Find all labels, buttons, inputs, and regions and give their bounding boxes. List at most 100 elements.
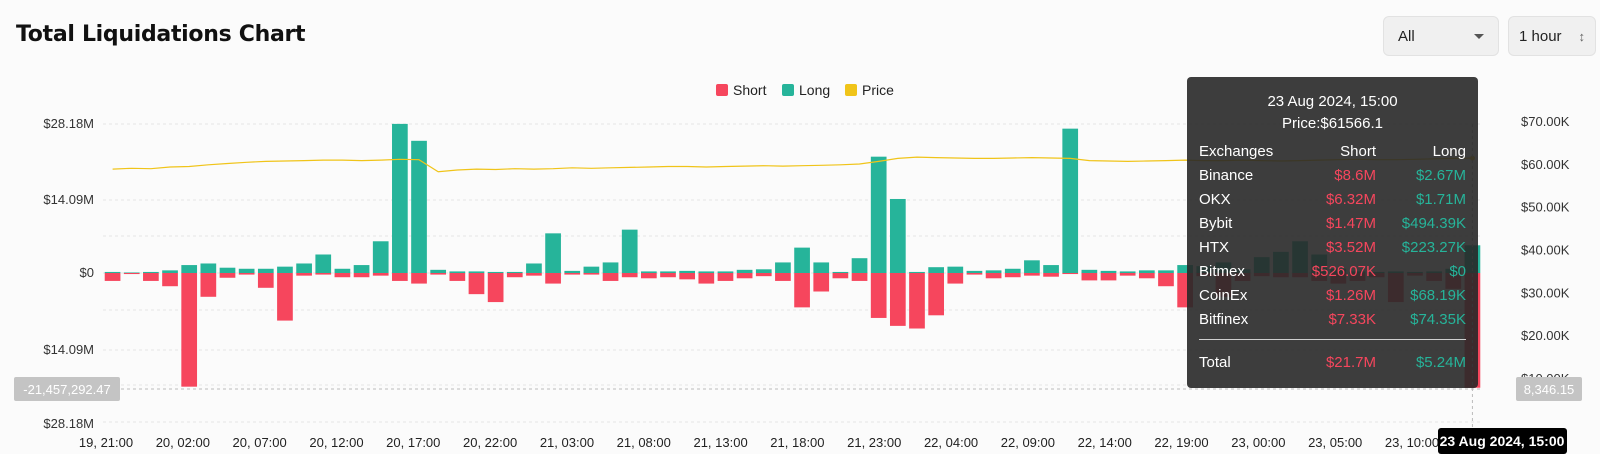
tooltip-exchange-name: OKX — [1199, 190, 1231, 208]
legend-label: Price — [862, 82, 894, 98]
interval-select-value: 1 hour — [1519, 27, 1562, 45]
tooltip-price: Price:$61566.1 — [1282, 115, 1383, 132]
short-bar — [1138, 273, 1155, 279]
short-bar — [851, 273, 868, 281]
legend-swatch — [845, 84, 857, 96]
short-bar — [928, 273, 944, 316]
legend-label: Short — [733, 82, 767, 98]
long-bar — [372, 241, 389, 273]
short-bar — [641, 273, 657, 279]
long-bar — [143, 271, 159, 273]
x-tick-label: 20, 02:00 — [156, 435, 210, 450]
short-bar — [583, 273, 600, 275]
short-bar — [468, 273, 485, 295]
y-left-tick-label: $28.18M — [43, 116, 94, 131]
long-bar — [1081, 269, 1098, 273]
tooltip-divider — [1199, 339, 1466, 340]
long-bar — [162, 270, 178, 273]
long-bar — [717, 271, 734, 273]
tooltip-total-short: $21.7M — [1325, 353, 1376, 371]
tooltip-long-value: $68.19K — [1410, 286, 1466, 304]
long-bar — [277, 266, 293, 273]
x-tick-label: 22, 04:00 — [924, 435, 978, 450]
long-bar — [851, 258, 868, 273]
tooltip-header-long: Long — [1432, 142, 1466, 160]
short-bar — [104, 273, 121, 281]
tooltip-row: Binance $8.6M $2.67M — [1199, 163, 1466, 187]
exchange-select[interactable]: All — [1383, 16, 1499, 56]
tooltip-row: CoinEx $1.26M $68.19K — [1199, 283, 1466, 307]
short-bar — [564, 273, 581, 275]
long-bar — [660, 271, 676, 273]
long-bar — [813, 262, 830, 273]
short-bar — [162, 273, 178, 287]
tooltip-exchange-name: Bybit — [1199, 214, 1233, 232]
long-bar — [909, 271, 925, 273]
short-bar — [717, 273, 734, 281]
x-tick-label: 23, 10:00 — [1385, 435, 1439, 450]
long-bar — [123, 272, 140, 273]
short-bar — [219, 273, 236, 278]
long-bar — [794, 247, 810, 273]
long-bar — [449, 271, 466, 273]
tooltip-exchange-name: Bitfinex — [1199, 310, 1249, 328]
x-tick-label: 20, 07:00 — [233, 435, 287, 450]
x-tick-label: 22, 19:00 — [1154, 435, 1208, 450]
short-bar — [545, 273, 561, 284]
y-right-tick-label: $30.00K — [1521, 285, 1570, 300]
long-bar — [238, 268, 255, 273]
long-bar — [985, 270, 1002, 273]
short-bar — [392, 273, 408, 281]
short-bar — [238, 273, 255, 275]
short-bar — [1119, 273, 1136, 276]
long-bar — [870, 156, 887, 273]
short-bar — [526, 273, 542, 276]
short-bar — [143, 273, 159, 281]
exchange-select-value: All — [1398, 27, 1415, 45]
x-tick-label: 23, 00:00 — [1231, 435, 1285, 450]
y-right-tick-label: $40.00K — [1521, 243, 1570, 258]
long-bar — [1119, 271, 1136, 273]
long-bar — [487, 271, 504, 273]
short-bar — [181, 273, 198, 387]
tooltip-row: OKX $6.32M $1.71M — [1199, 187, 1466, 211]
long-bar — [1100, 270, 1117, 273]
long-bar — [1158, 270, 1174, 273]
crosshair-x-label: 23 Aug 2024, 15:00 — [1440, 433, 1565, 449]
short-bar — [794, 273, 810, 308]
short-bar — [889, 273, 906, 326]
tooltip-row: Bitfinex $7.33K $74.35K — [1199, 307, 1466, 331]
short-bar — [698, 273, 715, 284]
chevron-down-icon — [1474, 33, 1484, 39]
long-bar — [353, 265, 370, 273]
x-tick-label: 20, 17:00 — [386, 435, 440, 450]
long-bar — [1024, 260, 1040, 273]
page-title: Total Liquidations Chart — [16, 22, 306, 47]
y-right-tick-label: $60.00K — [1521, 157, 1570, 172]
interval-select[interactable]: 1 hour ↕ — [1508, 16, 1596, 56]
short-bar — [1081, 273, 1098, 281]
tooltip-exchange-name: CoinEx — [1199, 286, 1248, 304]
long-bar — [947, 266, 964, 273]
y-left-tick-label: $14.09M — [43, 342, 94, 357]
short-bar — [602, 273, 619, 281]
long-bar — [430, 269, 447, 273]
legend-swatch — [716, 84, 728, 96]
short-bar — [1158, 273, 1174, 287]
long-bar — [334, 268, 351, 273]
short-bar — [985, 273, 1002, 279]
short-bar — [257, 273, 274, 288]
long-bar — [104, 271, 121, 273]
short-bar — [506, 273, 523, 278]
long-bar — [966, 270, 983, 273]
legend-swatch — [782, 84, 794, 96]
long-bar — [392, 123, 408, 273]
long-bar — [641, 271, 657, 273]
tooltip-short-value: $3.52M — [1325, 238, 1376, 256]
y-right-tick-label: $70.00K — [1521, 114, 1570, 129]
long-bar — [181, 265, 198, 273]
tooltip-total-long: $5.24M — [1415, 353, 1466, 371]
short-bar — [296, 273, 312, 276]
y-left-tick-label: $28.18M — [43, 416, 94, 431]
long-bar — [1043, 265, 1059, 273]
